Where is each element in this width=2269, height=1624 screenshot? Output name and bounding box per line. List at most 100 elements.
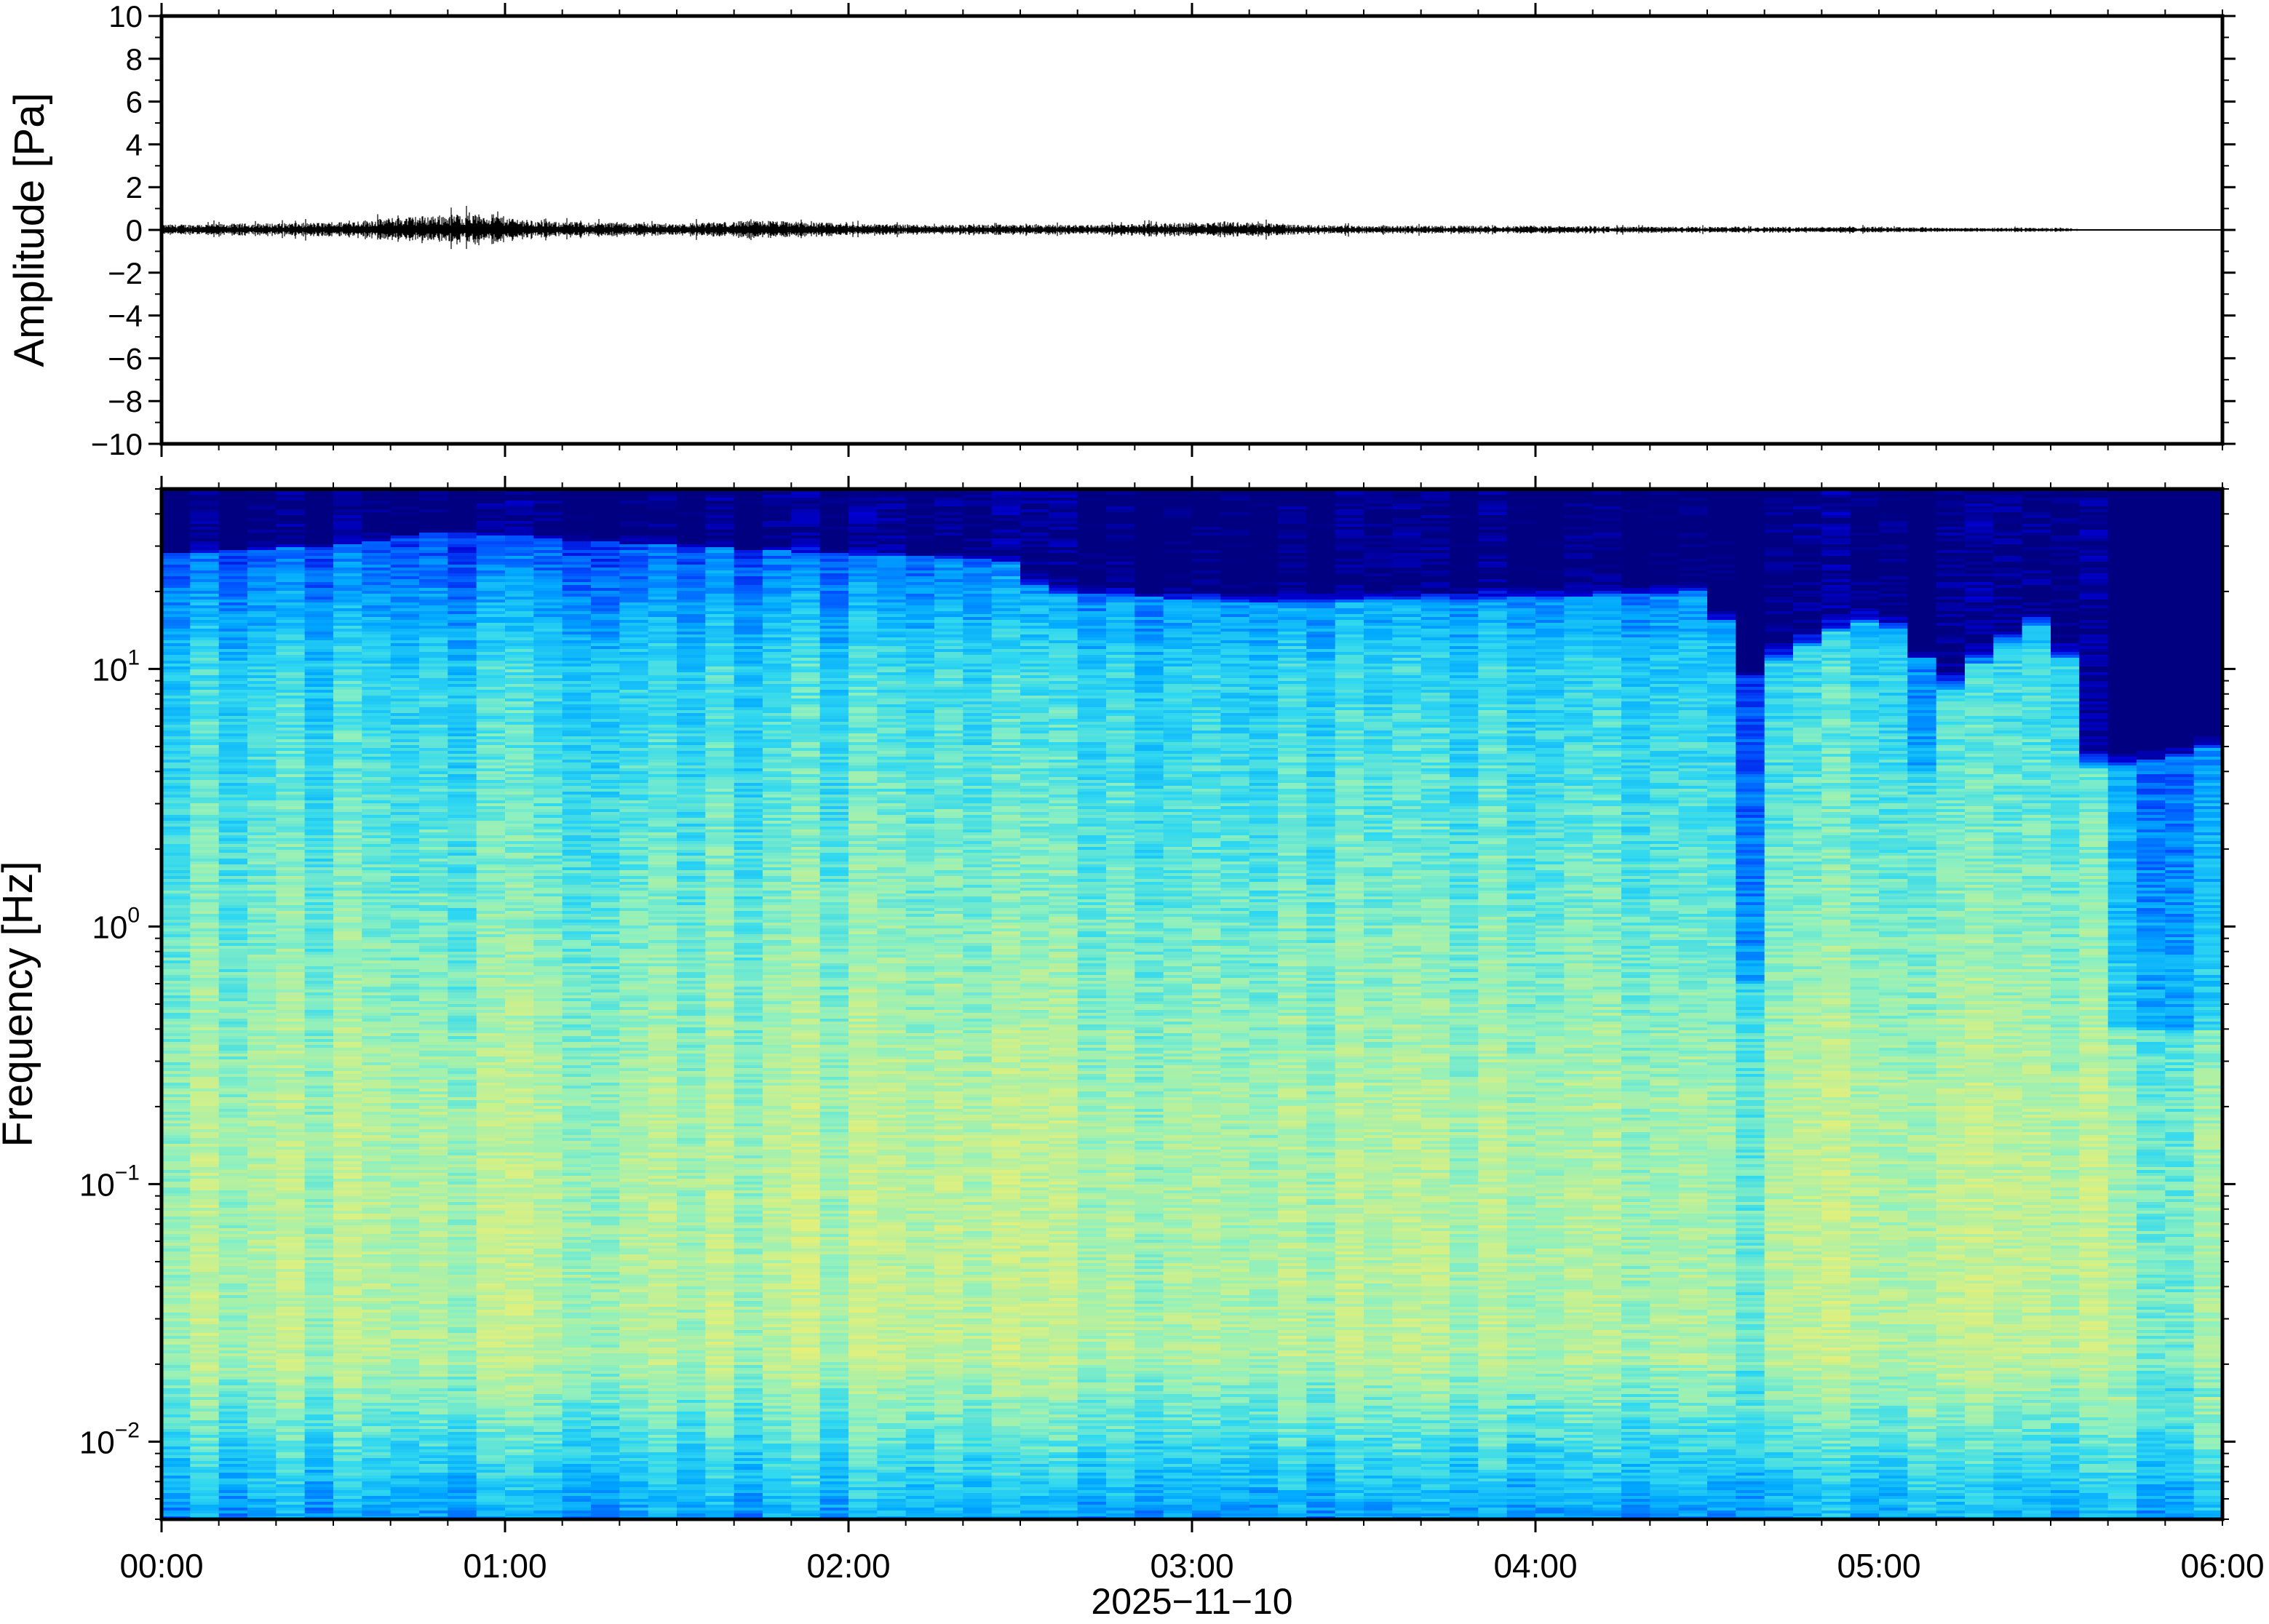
spectrogram-cell bbox=[333, 827, 362, 830]
spectrogram-cell bbox=[305, 669, 334, 673]
spectrogram-cell bbox=[477, 725, 506, 728]
spectrogram-cell bbox=[448, 995, 477, 999]
spectrogram-cell bbox=[190, 984, 219, 987]
spectrogram-cell bbox=[276, 1240, 305, 1243]
spectrogram-cell bbox=[190, 1024, 219, 1028]
spectrogram-cell bbox=[276, 1508, 305, 1511]
spectrogram-cell bbox=[362, 1033, 391, 1037]
spectrogram-cell bbox=[391, 783, 420, 787]
spectrogram-cell bbox=[391, 963, 420, 967]
spectrogram-cell bbox=[419, 611, 448, 615]
spectrogram-cell bbox=[419, 1473, 448, 1476]
spectrogram-cell bbox=[162, 1371, 191, 1374]
spectrogram-cell bbox=[219, 495, 248, 498]
spectrogram-cell bbox=[448, 1502, 477, 1505]
spectrogram-cell bbox=[333, 1219, 362, 1223]
spectrogram-cell bbox=[419, 981, 448, 984]
spectrogram-cell bbox=[448, 1371, 477, 1374]
spectrogram-cell bbox=[419, 943, 448, 947]
spectrogram-cell bbox=[419, 1007, 448, 1011]
spectrogram-cell bbox=[333, 1123, 362, 1127]
spectrogram-cell bbox=[247, 1109, 277, 1112]
spectrogram-cell bbox=[276, 1036, 305, 1040]
spectrogram-cell bbox=[305, 917, 334, 920]
spectrogram-cell bbox=[477, 1272, 506, 1275]
spectrogram-cell bbox=[448, 809, 477, 813]
spectrogram-cell bbox=[419, 960, 448, 964]
spectrogram-cell bbox=[247, 1432, 277, 1436]
spectrogram-cell bbox=[362, 602, 391, 606]
spectrogram-cell bbox=[333, 1283, 362, 1287]
spectrogram-cell bbox=[391, 1115, 420, 1118]
spectrogram-cell bbox=[276, 829, 305, 833]
spectrogram-cell bbox=[190, 832, 219, 836]
spectrogram-cell bbox=[533, 1187, 563, 1191]
spectrogram-cell bbox=[505, 757, 534, 760]
spectrogram-cell bbox=[247, 891, 277, 894]
spectrogram-cell bbox=[533, 751, 563, 755]
spectrogram-cell bbox=[162, 1121, 191, 1124]
spectrogram-cell bbox=[333, 795, 362, 798]
spectrogram-cell bbox=[219, 719, 248, 723]
spectrogram-cell bbox=[333, 1048, 362, 1051]
spectrogram-cell bbox=[505, 838, 534, 842]
spectrogram-cell bbox=[190, 981, 219, 984]
spectrogram-cell bbox=[362, 800, 391, 804]
spectrogram-cell bbox=[333, 1010, 362, 1014]
spectrogram-cell bbox=[219, 1342, 248, 1345]
spectrogram-cell bbox=[219, 626, 248, 629]
spectrogram-cell bbox=[305, 1283, 334, 1287]
spectrogram-cell bbox=[162, 1161, 191, 1165]
spectrogram-cell bbox=[162, 1266, 191, 1270]
spectrogram-cell bbox=[190, 684, 219, 688]
spectrogram-cell bbox=[190, 795, 219, 798]
spectrogram-cell bbox=[419, 763, 448, 766]
spectrogram-cell bbox=[219, 754, 248, 757]
spectrogram-cell bbox=[448, 998, 477, 1002]
spectrogram-cell bbox=[533, 681, 563, 685]
spectrogram-cell bbox=[419, 518, 448, 522]
spectrogram-cell bbox=[505, 1190, 534, 1194]
spectrogram-cell bbox=[477, 1054, 506, 1057]
spectrogram-cell bbox=[505, 1091, 534, 1095]
spectrogram-cell bbox=[190, 1065, 219, 1069]
spectrogram-cell bbox=[219, 1417, 248, 1421]
spectrogram-cell bbox=[391, 731, 420, 734]
spectrogram-cell bbox=[219, 1225, 248, 1229]
spectrogram-cell bbox=[391, 1083, 420, 1086]
spectrogram-cell bbox=[305, 853, 334, 856]
spectrogram-cell bbox=[162, 1214, 191, 1217]
spectrogram-cell bbox=[448, 672, 477, 676]
spectrogram-cell bbox=[419, 984, 448, 987]
spectrogram-cell bbox=[247, 684, 277, 688]
spectrogram-cell bbox=[505, 1118, 534, 1121]
spectrogram-cell bbox=[533, 1190, 563, 1194]
spectrogram-cell bbox=[362, 1348, 391, 1351]
spectrogram-cell bbox=[276, 1231, 305, 1235]
spectrogram-cell bbox=[448, 992, 477, 996]
spectrogram-cell bbox=[276, 1304, 305, 1307]
spectrogram-cell bbox=[448, 1176, 477, 1179]
spectrogram-cell bbox=[505, 969, 534, 973]
spectrogram-cell bbox=[448, 1019, 477, 1022]
spectrogram-cell bbox=[305, 1100, 334, 1104]
spectrogram-cell bbox=[162, 1318, 191, 1322]
spectrogram-cell bbox=[305, 902, 334, 906]
spectrogram-cell bbox=[505, 1435, 534, 1438]
spectrogram-cell bbox=[477, 1240, 506, 1243]
spectrogram-cell bbox=[276, 1118, 305, 1121]
spectrogram-cell bbox=[162, 1295, 191, 1299]
spectrogram-cell bbox=[419, 928, 448, 932]
spectrogram-cell bbox=[190, 809, 219, 813]
spectrogram-cell bbox=[391, 917, 420, 920]
spectrogram-cell bbox=[276, 832, 305, 836]
spectrogram-cell bbox=[533, 632, 563, 635]
spectrogram-cell bbox=[276, 1470, 305, 1473]
spectrogram-cell bbox=[247, 1167, 277, 1171]
spectrogram-cell bbox=[533, 1121, 563, 1124]
spectrogram-cell bbox=[305, 1435, 334, 1438]
spectrogram-cell bbox=[305, 815, 334, 819]
spectrogram-cell bbox=[505, 1327, 534, 1331]
spectrogram-cell bbox=[391, 1502, 420, 1505]
spectrogram-cell bbox=[219, 658, 248, 661]
